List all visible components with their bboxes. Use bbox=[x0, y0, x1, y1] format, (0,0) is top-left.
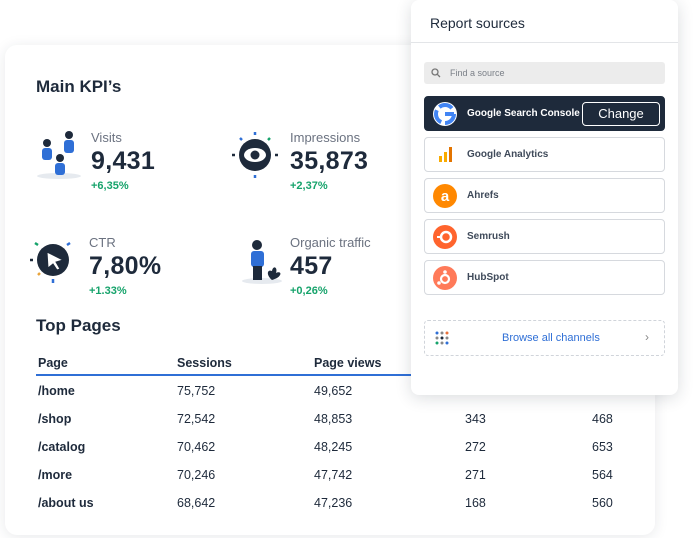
svg-text:a: a bbox=[441, 188, 450, 205]
panel-title: Report sources bbox=[430, 15, 525, 31]
table-cell: 47,236 bbox=[314, 496, 353, 510]
source-name: Google Search Console bbox=[467, 108, 580, 119]
browse-channels[interactable]: Browse all channels › bbox=[424, 320, 665, 356]
search-icon bbox=[431, 68, 441, 78]
table-cell: /more bbox=[38, 468, 73, 482]
kpi-value: 7,80% bbox=[89, 252, 162, 280]
table-cell: 70,246 bbox=[177, 468, 216, 482]
section-title: Main KPI’s bbox=[36, 77, 122, 96]
table-cell: /home bbox=[38, 384, 75, 398]
table-cell: /catalog bbox=[38, 440, 86, 454]
divider bbox=[411, 42, 678, 43]
kpi-change: +1.33% bbox=[89, 285, 127, 297]
table-cell: /about us bbox=[38, 496, 94, 510]
kpi-value: 9,431 bbox=[91, 147, 156, 175]
header-underline bbox=[36, 374, 651, 376]
table-cell: 468 bbox=[592, 412, 613, 426]
kpi-value: 35,873 bbox=[290, 147, 369, 175]
source-logo bbox=[433, 102, 457, 126]
kpi-label: Visits bbox=[91, 130, 122, 145]
grid-icon bbox=[435, 331, 449, 345]
source-logo: a bbox=[433, 184, 457, 208]
source-item[interactable]: HubSpot bbox=[424, 260, 665, 295]
table-cell: 49,652 bbox=[314, 384, 353, 398]
source-item[interactable]: Google Search Console Change bbox=[424, 96, 665, 131]
kpi-change: +2,37% bbox=[290, 180, 328, 192]
source-item[interactable]: Google Analytics bbox=[424, 137, 665, 172]
source-item[interactable]: Semrush bbox=[424, 219, 665, 254]
table-cell: 168 bbox=[465, 496, 486, 510]
report-sources-panel: Report sources Find a source Browse all … bbox=[411, 0, 678, 395]
table-cell: 75,752 bbox=[177, 384, 216, 398]
kpi-icon bbox=[242, 240, 282, 284]
source-name: Google Analytics bbox=[467, 149, 549, 160]
kpi-label: Impressions bbox=[290, 130, 361, 145]
table-cell: 48,853 bbox=[314, 412, 353, 426]
kpi-icon bbox=[232, 132, 278, 178]
table-header: Page views bbox=[314, 356, 382, 370]
kpi-value: 457 bbox=[290, 252, 333, 280]
source-name: Semrush bbox=[467, 231, 510, 242]
browse-label: Browse all channels bbox=[502, 332, 600, 344]
kpi-label: Organic traffic bbox=[290, 235, 371, 250]
section-title: Top Pages bbox=[36, 316, 121, 335]
table-cell: 343 bbox=[465, 412, 486, 426]
source-name: Ahrefs bbox=[467, 190, 499, 201]
table-cell: 72,542 bbox=[177, 412, 216, 426]
search-box[interactable]: Find a source bbox=[424, 62, 665, 84]
kpi-label: CTR bbox=[89, 235, 116, 250]
table-cell: 68,642 bbox=[177, 496, 216, 510]
source-item[interactable]: a Ahrefs bbox=[424, 178, 665, 213]
table-cell: 48,245 bbox=[314, 440, 353, 454]
kpi-icon bbox=[37, 131, 81, 179]
kpi-change: +0,26% bbox=[290, 285, 328, 297]
table-cell: 70,462 bbox=[177, 440, 216, 454]
chevron: › bbox=[645, 330, 649, 344]
source-logo bbox=[433, 225, 457, 249]
kpi-icon bbox=[30, 241, 71, 283]
table-cell: 564 bbox=[592, 468, 613, 482]
table-cell: 653 bbox=[592, 440, 613, 454]
source-name: HubSpot bbox=[467, 272, 509, 283]
source-logo bbox=[433, 143, 457, 167]
source-logo bbox=[433, 266, 457, 290]
table-cell: 560 bbox=[592, 496, 613, 510]
table-cell: 47,742 bbox=[314, 468, 353, 482]
table-header: Sessions bbox=[177, 356, 232, 370]
table-cell: 272 bbox=[465, 440, 486, 454]
table-cell: /shop bbox=[38, 412, 72, 426]
change-button[interactable]: Change bbox=[582, 102, 660, 126]
table-header: Page bbox=[38, 356, 68, 370]
kpi-change: +6,35% bbox=[91, 180, 129, 192]
search-placeholder: Find a source bbox=[450, 68, 505, 78]
table-cell: 271 bbox=[465, 468, 486, 482]
